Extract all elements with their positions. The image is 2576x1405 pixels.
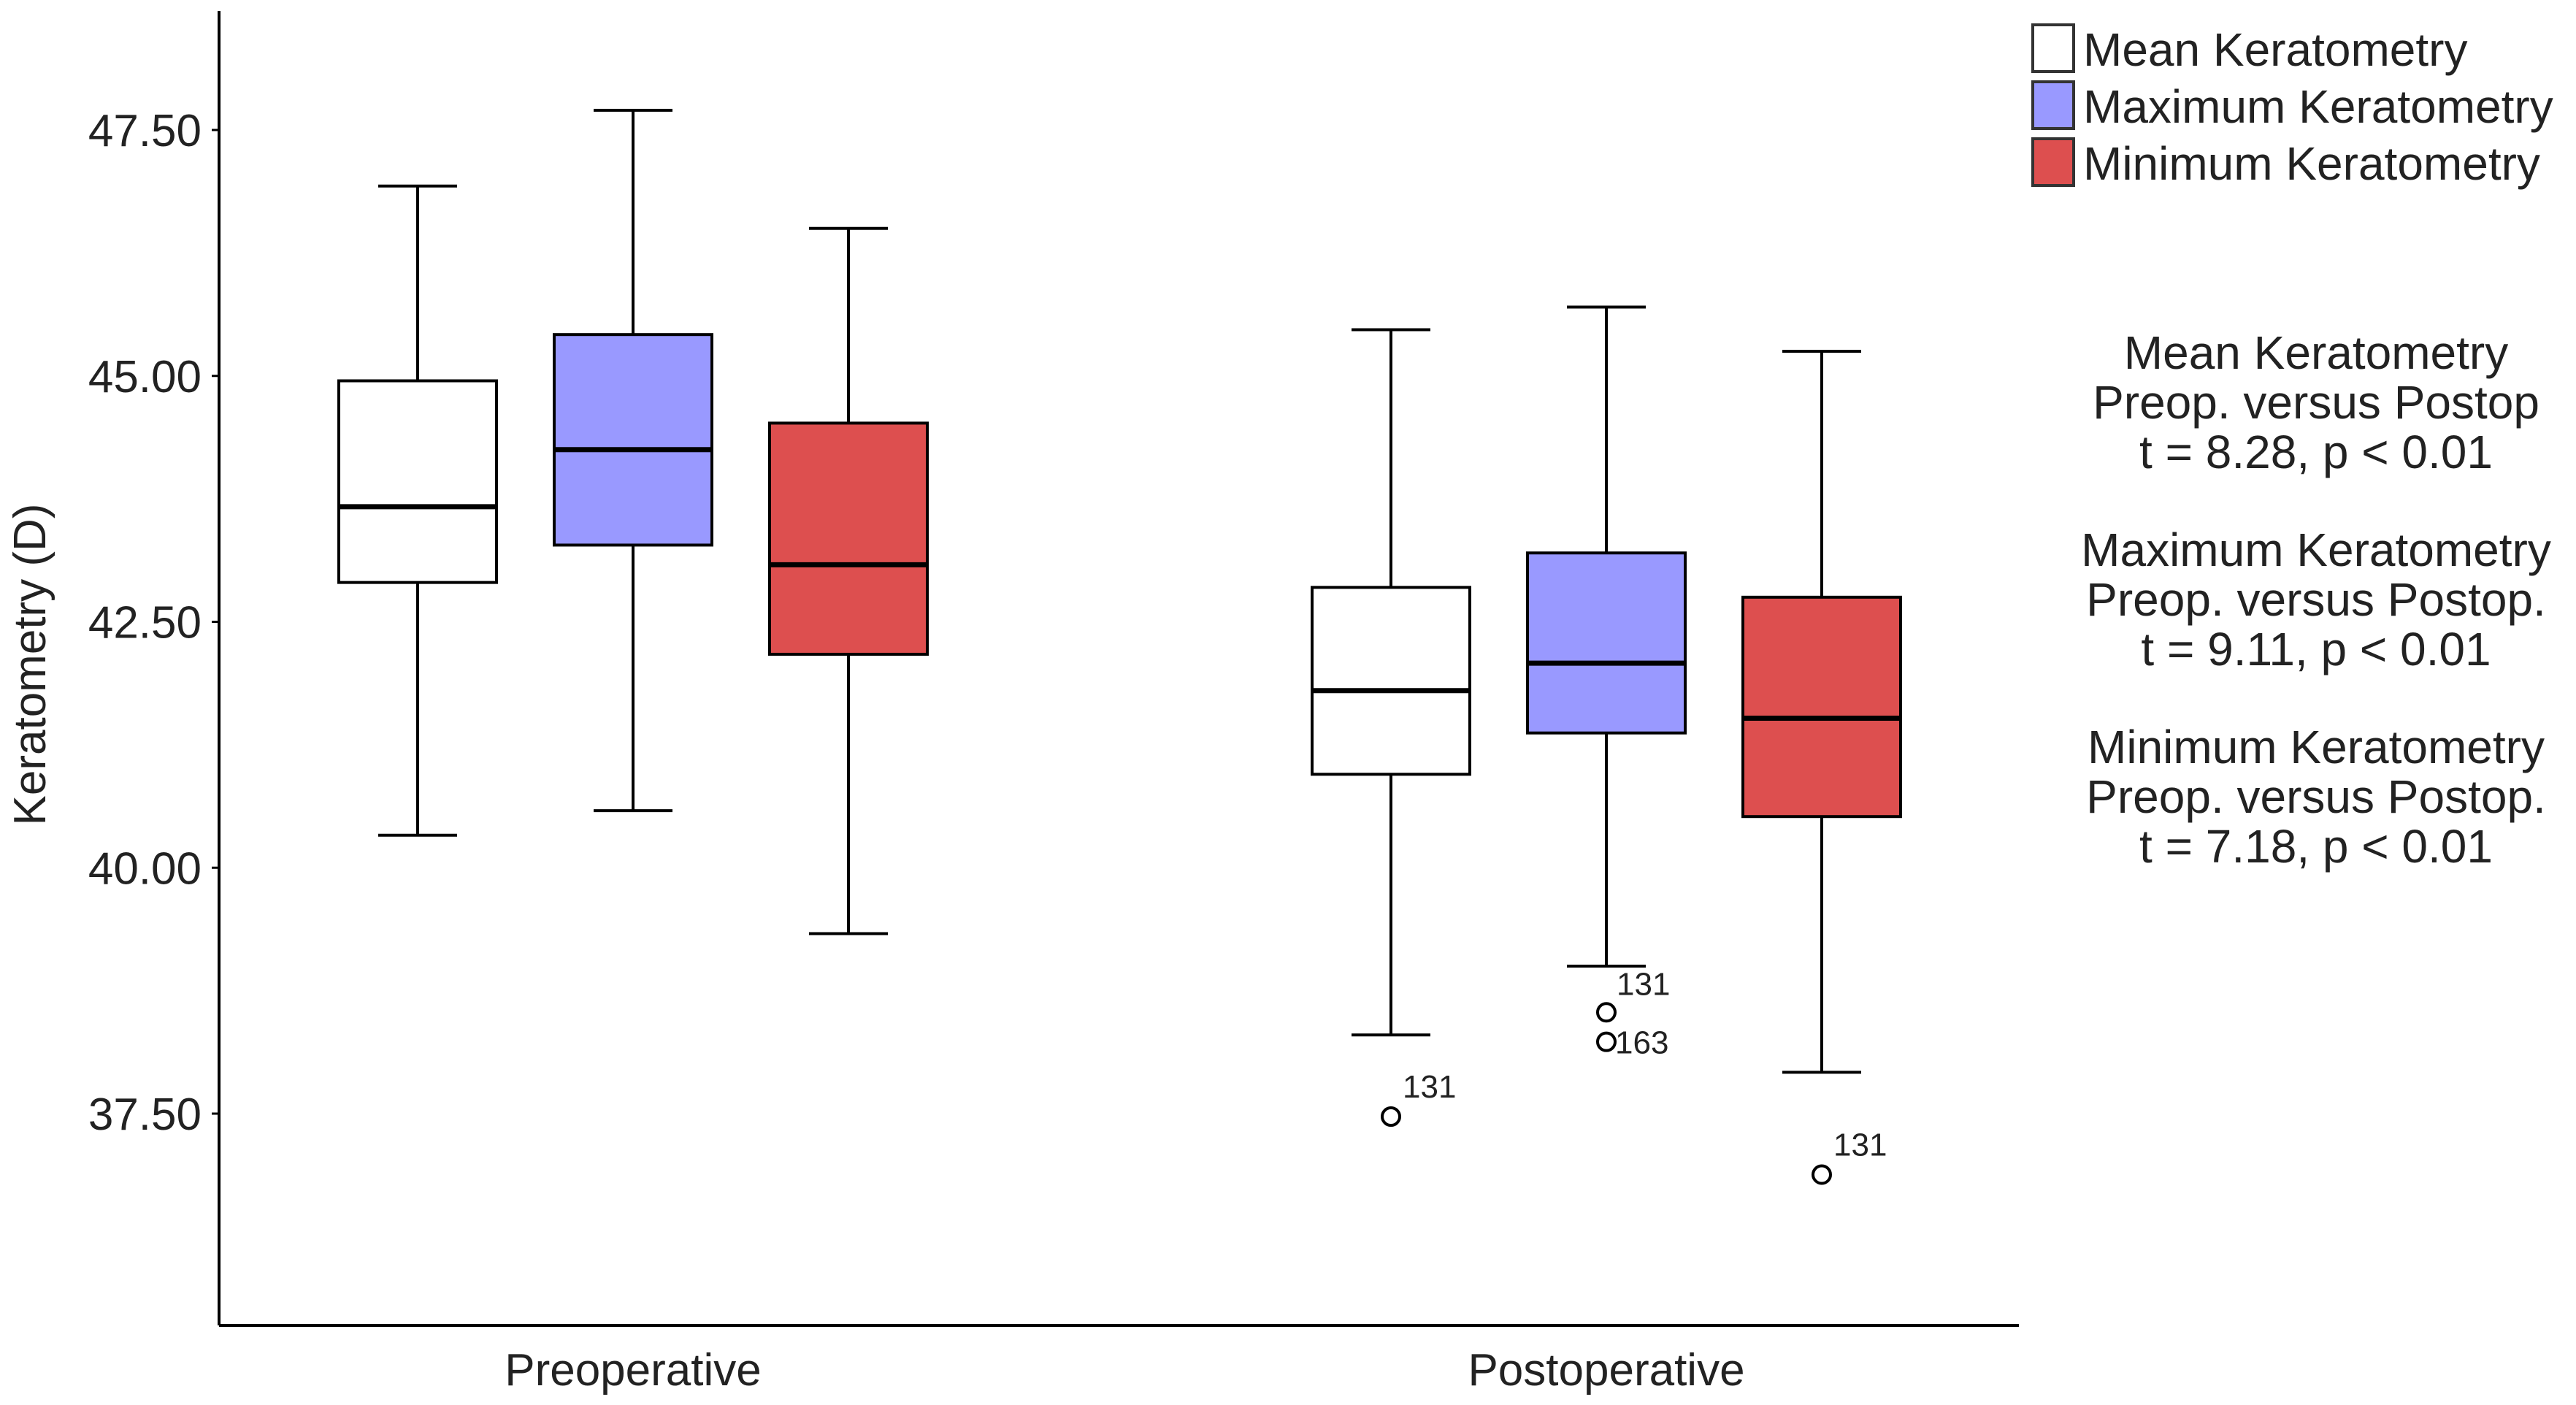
- outlier-label: 163: [1615, 1025, 1668, 1061]
- box-plots: 131 131 163 131: [337, 109, 1902, 1185]
- box-mean-keratometry-preoperative: [337, 184, 498, 837]
- y-tick-label: 47.50: [88, 106, 202, 156]
- iqr-box: [1526, 551, 1687, 735]
- axes: 37.50 40.00 42.50 45.00 47.50 Preoperative Pos…: [5, 11, 2019, 1396]
- stat-annotation-line: Maximum Keratometry: [2081, 524, 2551, 576]
- legend-label: Mean Keratometry: [2083, 23, 2467, 76]
- box-maximum-keratometry-preoperative: [553, 109, 713, 813]
- iqr-box: [1311, 586, 1471, 776]
- stat-annotation-line: Preop. versus Postop.: [2086, 770, 2546, 823]
- outlier-point: [1596, 1002, 1617, 1023]
- box-mean-keratometry-postoperative: 131: [1311, 328, 1471, 1128]
- y-axis-title: Keratometry (D): [5, 504, 55, 826]
- y-tick-label: 42.50: [88, 598, 202, 648]
- box-minimum-keratometry-preoperative: [768, 226, 929, 935]
- iqr-box: [1741, 595, 1902, 819]
- box-maximum-keratometry-postoperative: 131 163: [1526, 305, 1687, 1061]
- legend-swatch: [2031, 137, 2075, 187]
- iqr-box: [768, 421, 929, 656]
- legend-swatch: [2031, 80, 2075, 130]
- stat-annotation-line: Minimum Keratometry: [2088, 721, 2545, 773]
- iqr-box: [553, 333, 713, 547]
- outlier-point: [1812, 1164, 1832, 1185]
- outlier-label: 131: [1617, 966, 1670, 1002]
- legend-label: Maximum Keratometry: [2083, 80, 2553, 133]
- stat-annotation-line: Preop. versus Postop: [2093, 376, 2539, 429]
- outlier-label: 131: [1403, 1069, 1456, 1105]
- stat-annotation-line: Preop. versus Postop.: [2086, 573, 2546, 626]
- outlier-point: [1381, 1106, 1401, 1128]
- y-tick-label: 40.00: [88, 843, 202, 894]
- legend-label: Minimum Keratometry: [2083, 137, 2540, 190]
- stat-annotation-line: t = 9.11, p < 0.01: [2141, 623, 2491, 675]
- stat-annotation-line: Mean Keratometry: [2124, 326, 2508, 379]
- box-minimum-keratometry-postoperative: 131: [1741, 350, 1902, 1185]
- stat-annotation-line: t = 7.18, p < 0.01: [2139, 820, 2493, 873]
- y-tick-label: 37.50: [88, 1090, 202, 1140]
- iqr-box: [337, 379, 498, 584]
- legend-swatch: [2031, 23, 2075, 73]
- stat-annotation-line: t = 8.28, p < 0.01: [2139, 426, 2493, 478]
- x-category-label: Preoperative: [505, 1345, 762, 1396]
- outlier-label: 131: [1833, 1128, 1887, 1163]
- y-tick-label: 45.00: [88, 352, 202, 402]
- x-category-label: Postoperative: [1468, 1345, 1744, 1396]
- outlier-point: [1596, 1031, 1617, 1052]
